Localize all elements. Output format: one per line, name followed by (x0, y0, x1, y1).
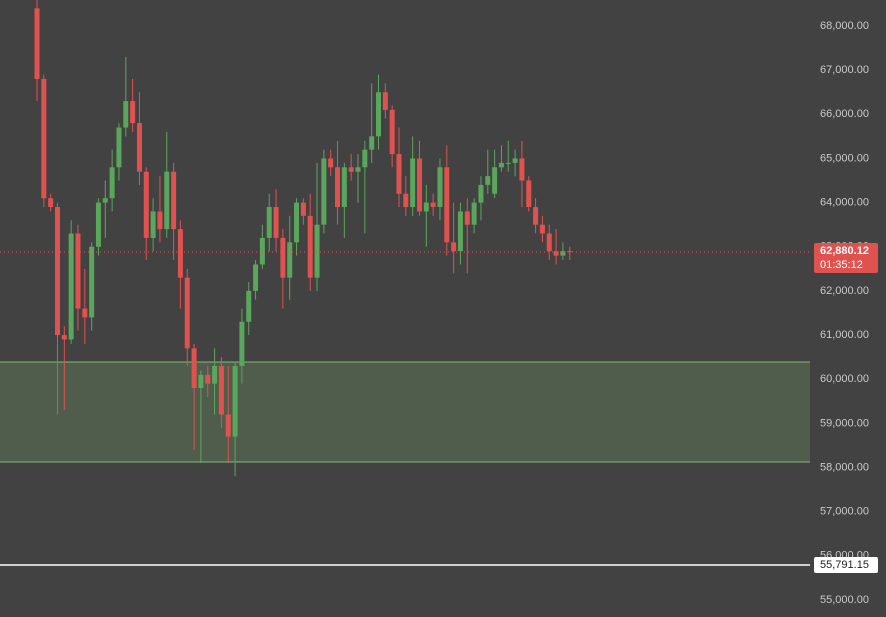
candle-body (355, 167, 361, 172)
candle-body (485, 176, 491, 185)
candle-body (369, 136, 375, 150)
candle-body (205, 374, 211, 384)
candle-body (512, 158, 518, 163)
candle-body (307, 215, 313, 278)
candle-body (253, 264, 259, 291)
candle-body (382, 92, 388, 110)
candle-body (396, 154, 402, 194)
candle-body (341, 167, 347, 208)
y-tick-label: 68,000.00 (820, 20, 869, 32)
candle-body (54, 207, 60, 336)
candle-body (143, 171, 149, 238)
candle-body (328, 158, 334, 168)
candle-body (177, 229, 183, 278)
candle-body (198, 374, 204, 389)
candle-body (478, 184, 484, 203)
candle-body (109, 167, 115, 199)
zone (0, 361, 810, 462)
candle-body (560, 251, 566, 256)
candle-body (48, 198, 54, 208)
candle-body (314, 224, 320, 278)
last-price-tag (814, 243, 878, 274)
price-tag (814, 557, 878, 574)
candle-body (266, 207, 272, 238)
countdown-label: 01:35:12 (820, 259, 863, 271)
candle-body (498, 162, 504, 168)
candle-body (457, 211, 463, 252)
candle-body (348, 167, 354, 172)
candle-body (300, 202, 306, 216)
candle-body (218, 365, 224, 415)
candle-body (294, 202, 300, 243)
candle-body (246, 290, 252, 322)
y-tick-label: 65,000.00 (820, 152, 869, 164)
candle-body (171, 171, 177, 230)
candle-body (471, 202, 477, 225)
candle-body (123, 101, 129, 128)
candle-body (102, 198, 108, 203)
candle-body (68, 233, 74, 340)
candle-body (136, 123, 142, 172)
y-tick-label: 58,000.00 (820, 461, 869, 473)
candle-body (492, 167, 498, 194)
candle-body (539, 224, 545, 234)
candle-body (321, 158, 327, 225)
y-tick-label: 60,000.00 (820, 373, 869, 385)
candle-body (157, 211, 163, 230)
y-tick-label: 59,000.00 (820, 417, 869, 429)
candle-body (150, 211, 156, 238)
candle-body (437, 167, 443, 208)
candle-body (89, 246, 95, 318)
candle-body (82, 308, 88, 318)
candle-body (287, 242, 293, 278)
candle-body (232, 365, 238, 437)
candle-body (362, 149, 368, 168)
candle-body (416, 158, 422, 212)
candle-body (519, 158, 525, 181)
candle-body (75, 233, 81, 309)
candle-body (444, 167, 450, 243)
candle-body (553, 251, 559, 256)
y-tick-label: 66,000.00 (820, 108, 869, 120)
candle-body (34, 8, 40, 79)
candle-body (389, 109, 395, 155)
candle-body (464, 211, 470, 225)
candle-body (212, 365, 218, 384)
candle-body (259, 237, 265, 265)
candle-body (533, 207, 539, 225)
candle-body (164, 171, 170, 230)
candle-body (410, 158, 416, 208)
candle-body (130, 101, 136, 124)
candle-body (567, 251, 573, 253)
candle-body (280, 237, 286, 278)
candle-body (505, 162, 511, 164)
price-tag-label: 55,791.15 (820, 559, 869, 571)
candle-body (451, 242, 457, 252)
candle-body (191, 348, 197, 389)
candle-body (225, 414, 231, 437)
y-tick-label: 61,000.00 (820, 329, 869, 341)
candle-body (184, 277, 190, 349)
candle-body (430, 202, 436, 208)
candle-body (95, 202, 101, 247)
candle-body (526, 180, 532, 208)
candle-body (423, 202, 429, 212)
candle-body (546, 233, 552, 252)
y-tick-label: 57,000.00 (820, 506, 869, 518)
y-tick-label: 67,000.00 (820, 64, 869, 76)
candle-body (403, 193, 409, 208)
candle-body (41, 78, 47, 199)
y-tick-label: 64,000.00 (820, 197, 869, 209)
last-price-label: 62,880.12 (820, 245, 869, 257)
candle-body (239, 321, 245, 366)
candle-body (335, 167, 341, 208)
candle-body (116, 127, 122, 168)
candle-body (273, 207, 279, 238)
y-tick-label: 55,000.00 (820, 594, 869, 606)
candle-body (376, 92, 381, 137)
y-tick-label: 62,000.00 (820, 285, 869, 297)
candle-body (61, 335, 67, 340)
